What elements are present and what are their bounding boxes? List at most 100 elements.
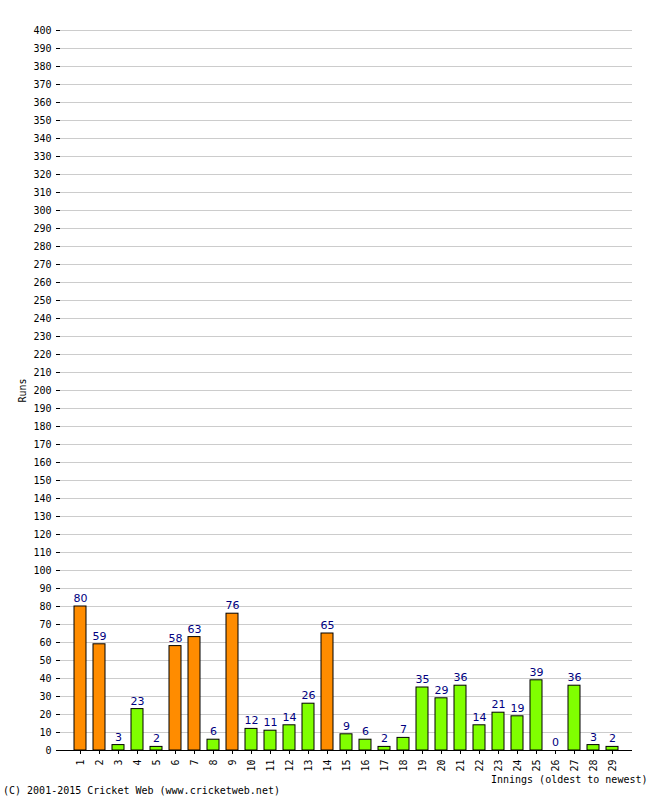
svg-text:26: 26 — [302, 689, 316, 702]
svg-text:63: 63 — [188, 623, 202, 636]
svg-text:11: 11 — [265, 760, 276, 772]
svg-text:65: 65 — [321, 619, 335, 632]
svg-text:14: 14 — [322, 760, 333, 772]
svg-text:36: 36 — [568, 671, 582, 684]
svg-text:3: 3 — [113, 760, 124, 766]
svg-text:310: 310 — [33, 187, 51, 198]
svg-text:280: 280 — [33, 241, 51, 252]
svg-text:59: 59 — [93, 630, 107, 643]
svg-text:4: 4 — [132, 760, 143, 766]
svg-text:29: 29 — [435, 684, 449, 697]
svg-text:12: 12 — [245, 714, 259, 727]
svg-text:2: 2 — [94, 760, 105, 766]
svg-text:9: 9 — [343, 720, 350, 733]
svg-text:120: 120 — [33, 529, 51, 540]
svg-text:Runs: Runs — [17, 378, 28, 402]
svg-text:3: 3 — [115, 731, 122, 744]
svg-text:100: 100 — [33, 565, 51, 576]
svg-text:11: 11 — [264, 716, 278, 729]
svg-text:20: 20 — [436, 760, 447, 772]
svg-text:39: 39 — [530, 666, 544, 679]
svg-text:Innings (oldest to newest): Innings (oldest to newest) — [491, 774, 648, 785]
svg-text:23: 23 — [131, 695, 145, 708]
svg-text:10: 10 — [246, 760, 257, 772]
svg-text:320: 320 — [33, 169, 51, 180]
svg-text:190: 190 — [33, 403, 51, 414]
svg-text:30: 30 — [39, 691, 51, 702]
svg-text:6: 6 — [210, 725, 217, 738]
svg-text:200: 200 — [33, 385, 51, 396]
svg-text:18: 18 — [398, 760, 409, 772]
svg-text:2: 2 — [381, 732, 388, 745]
svg-text:160: 160 — [33, 457, 51, 468]
svg-text:24: 24 — [512, 760, 523, 772]
svg-text:5: 5 — [151, 760, 162, 766]
svg-text:170: 170 — [33, 439, 51, 450]
svg-text:8: 8 — [208, 760, 219, 766]
svg-text:110: 110 — [33, 547, 51, 558]
svg-text:25: 25 — [531, 760, 542, 772]
svg-text:21: 21 — [492, 698, 506, 711]
svg-text:12: 12 — [284, 760, 295, 772]
svg-text:29: 29 — [607, 760, 618, 772]
svg-text:80: 80 — [74, 592, 88, 605]
svg-text:16: 16 — [360, 760, 371, 772]
svg-text:150: 150 — [33, 475, 51, 486]
svg-text:270: 270 — [33, 259, 51, 270]
svg-text:2: 2 — [153, 732, 160, 745]
svg-text:9: 9 — [227, 760, 238, 766]
svg-text:330: 330 — [33, 151, 51, 162]
svg-text:23: 23 — [493, 760, 504, 772]
svg-text:140: 140 — [33, 493, 51, 504]
svg-text:400: 400 — [33, 25, 51, 36]
svg-text:210: 210 — [33, 367, 51, 378]
svg-text:370: 370 — [33, 79, 51, 90]
svg-text:22: 22 — [474, 760, 485, 772]
svg-text:80: 80 — [39, 601, 51, 612]
svg-text:390: 390 — [33, 43, 51, 54]
svg-text:350: 350 — [33, 115, 51, 126]
svg-text:7: 7 — [400, 723, 407, 736]
svg-text:240: 240 — [33, 313, 51, 324]
svg-text:14: 14 — [283, 711, 297, 724]
svg-text:3: 3 — [590, 731, 597, 744]
svg-text:60: 60 — [39, 637, 51, 648]
svg-text:7: 7 — [189, 760, 200, 766]
svg-text:340: 340 — [33, 133, 51, 144]
svg-text:19: 19 — [511, 702, 525, 715]
svg-text:260: 260 — [33, 277, 51, 288]
svg-text:230: 230 — [33, 331, 51, 342]
svg-text:28: 28 — [588, 760, 599, 772]
svg-text:21: 21 — [455, 760, 466, 772]
svg-text:130: 130 — [33, 511, 51, 522]
svg-text:180: 180 — [33, 421, 51, 432]
svg-text:250: 250 — [33, 295, 51, 306]
svg-text:70: 70 — [39, 619, 51, 630]
svg-text:19: 19 — [417, 760, 428, 772]
svg-text:0: 0 — [552, 736, 559, 749]
svg-text:50: 50 — [39, 655, 51, 666]
svg-text:1: 1 — [75, 760, 86, 766]
svg-text:35: 35 — [416, 673, 430, 686]
svg-text:90: 90 — [39, 583, 51, 594]
svg-text:40: 40 — [39, 673, 51, 684]
svg-text:17: 17 — [379, 760, 390, 772]
svg-text:300: 300 — [33, 205, 51, 216]
svg-text:290: 290 — [33, 223, 51, 234]
svg-text:20: 20 — [39, 709, 51, 720]
svg-text:380: 380 — [33, 61, 51, 72]
svg-text:76: 76 — [226, 599, 240, 612]
svg-text:15: 15 — [341, 760, 352, 772]
svg-text:58: 58 — [169, 632, 183, 645]
svg-text:26: 26 — [550, 760, 561, 772]
svg-text:220: 220 — [33, 349, 51, 360]
svg-text:10: 10 — [39, 727, 51, 738]
svg-text:2: 2 — [609, 732, 616, 745]
svg-text:360: 360 — [33, 97, 51, 108]
svg-text:14: 14 — [473, 711, 487, 724]
svg-text:0: 0 — [45, 745, 51, 756]
svg-text:6: 6 — [170, 760, 181, 766]
svg-text:13: 13 — [303, 760, 314, 772]
svg-text:6: 6 — [362, 725, 369, 738]
svg-text:27: 27 — [569, 760, 580, 772]
